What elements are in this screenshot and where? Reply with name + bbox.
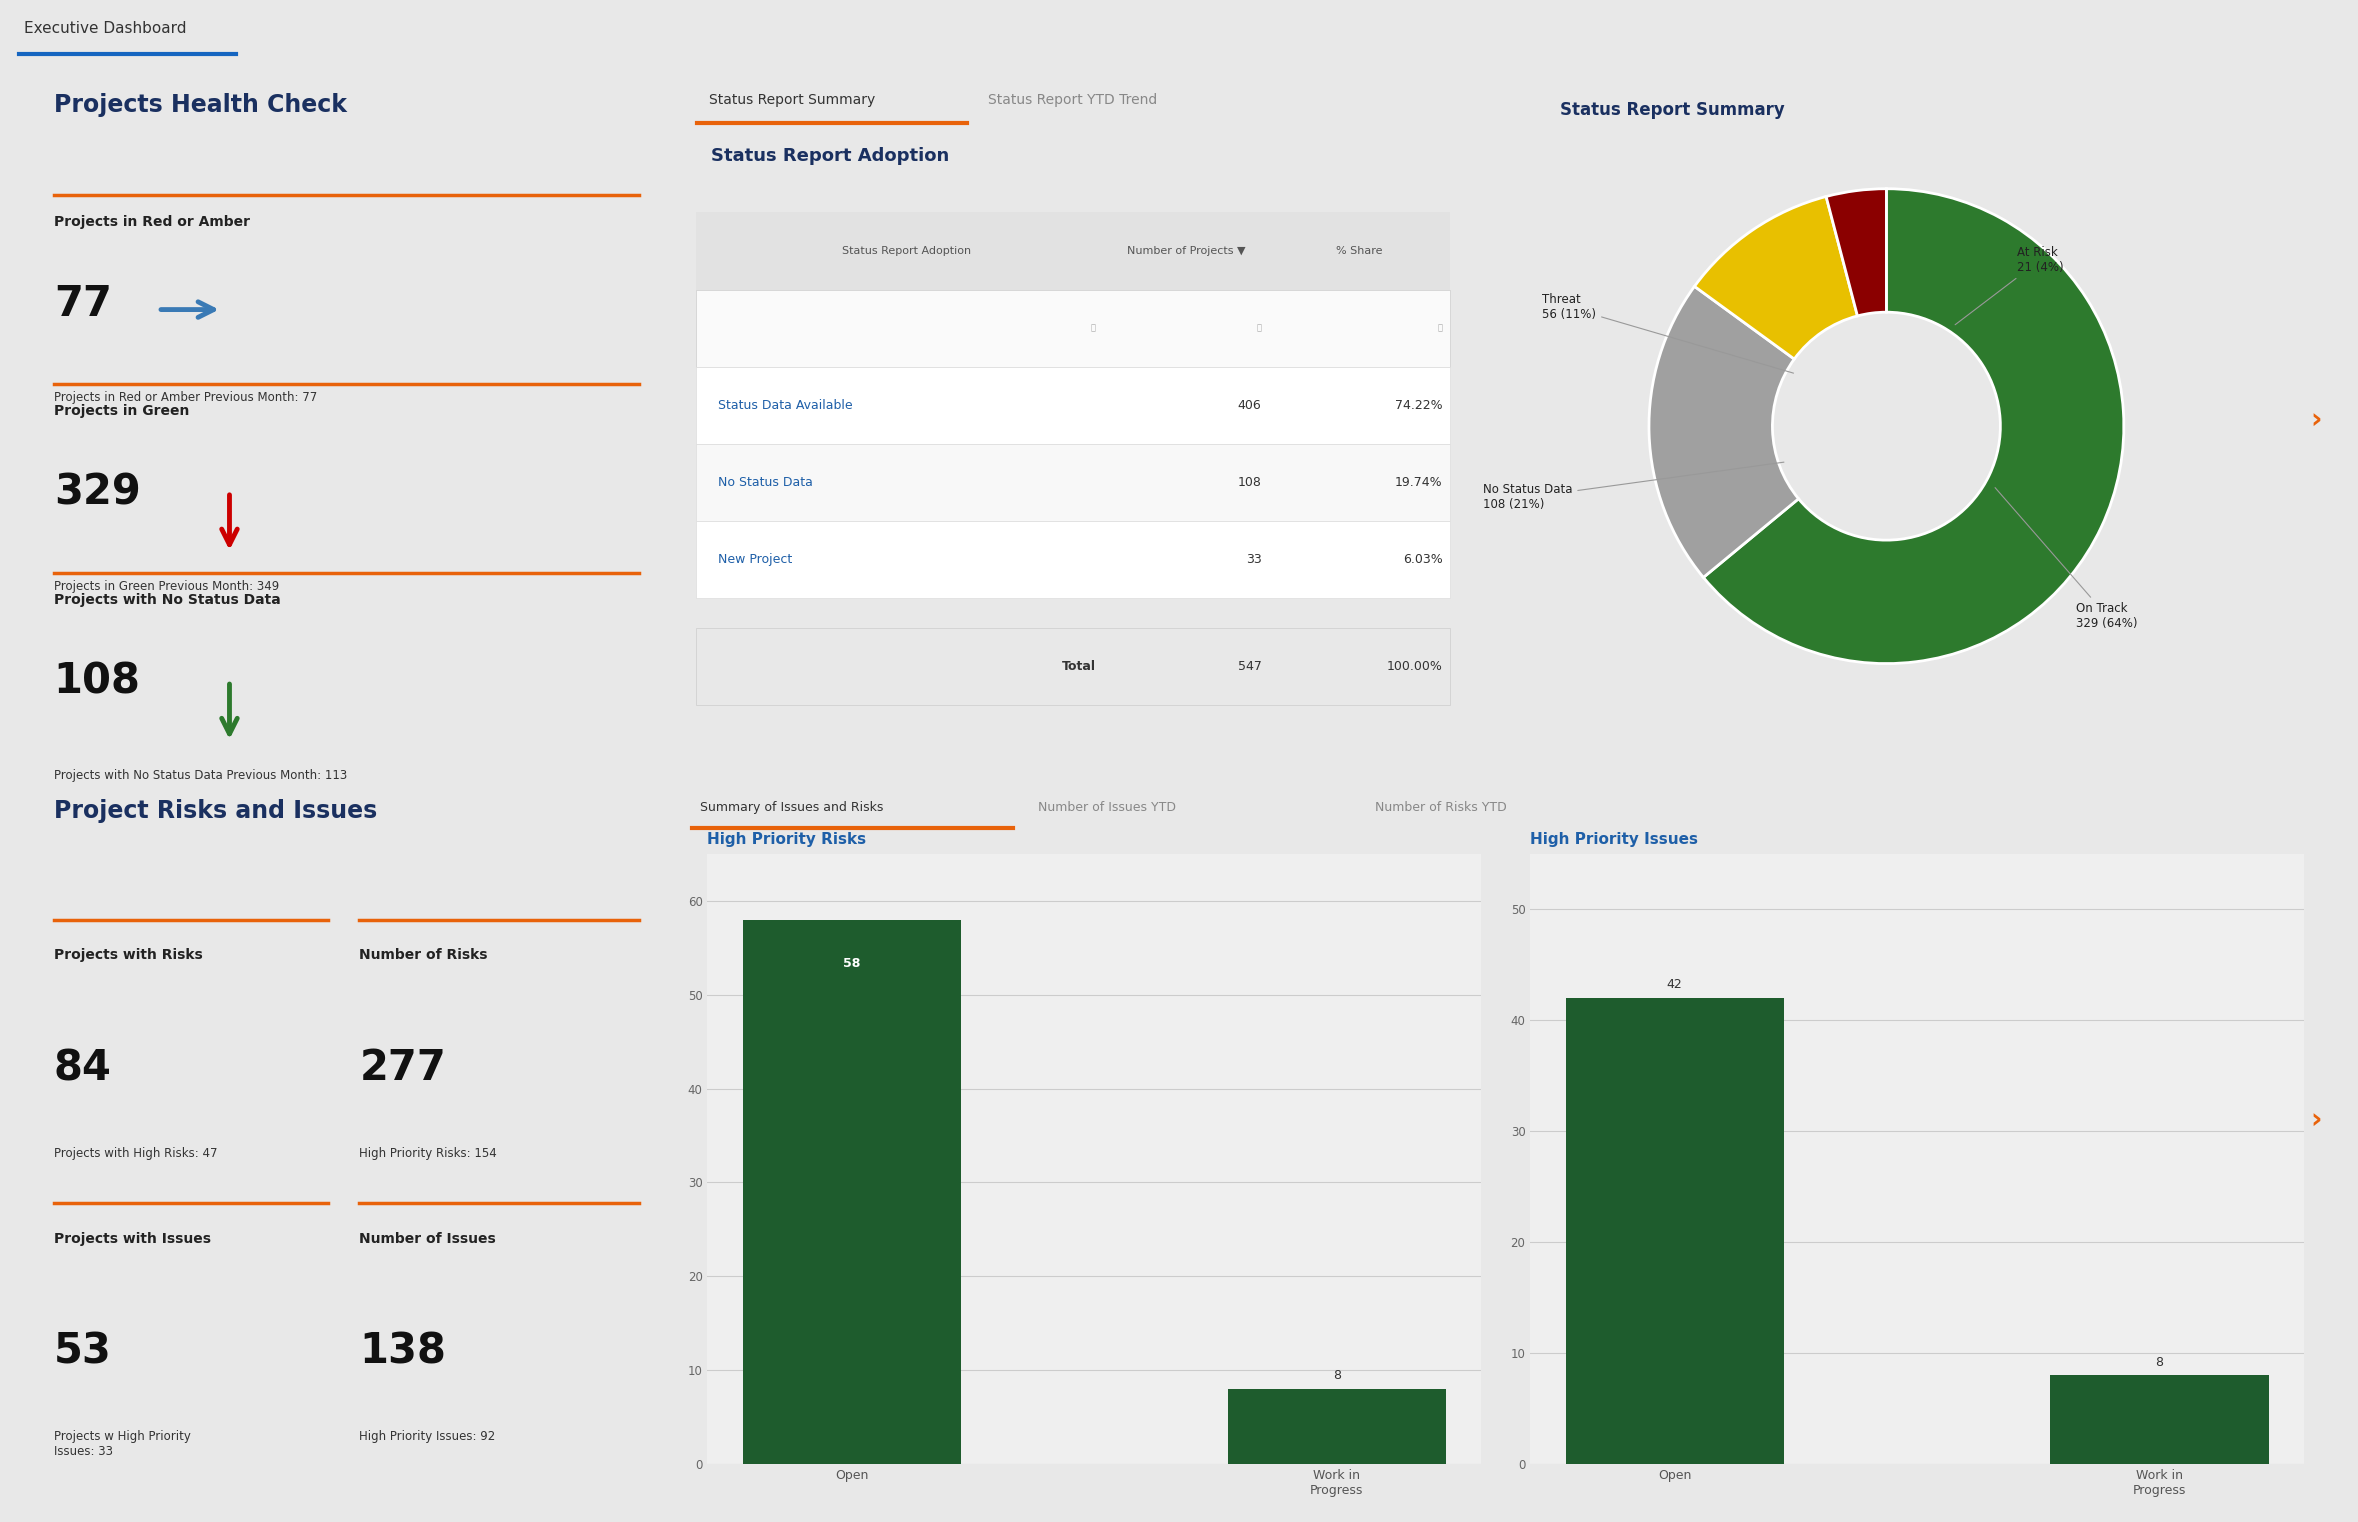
- Text: High Priority Risks: 154: High Priority Risks: 154: [358, 1146, 498, 1160]
- Text: Projects with No Status Data Previous Month: 113: Projects with No Status Data Previous Mo…: [54, 769, 347, 782]
- Text: 547: 547: [1238, 661, 1262, 673]
- Text: High Priority Issues: 92: High Priority Issues: 92: [358, 1431, 495, 1443]
- Text: Projects with Risks: Projects with Risks: [54, 948, 203, 962]
- Text: 19.74%: 19.74%: [1396, 476, 1443, 489]
- Text: 138: 138: [358, 1330, 446, 1373]
- Text: Projects with Issues: Projects with Issues: [54, 1231, 210, 1245]
- Text: 🔍: 🔍: [1257, 324, 1262, 333]
- Text: Number of Issues YTD: Number of Issues YTD: [1038, 801, 1177, 814]
- Text: Status Report Adoption: Status Report Adoption: [710, 148, 948, 166]
- Text: Status Report Summary: Status Report Summary: [1561, 102, 1785, 120]
- Bar: [2051, 1376, 2268, 1464]
- Text: 33: 33: [1245, 552, 1262, 566]
- Text: Status Report YTD Trend: Status Report YTD Trend: [988, 93, 1158, 107]
- FancyBboxPatch shape: [696, 444, 1450, 521]
- Text: Projects in Green: Projects in Green: [54, 405, 189, 419]
- FancyBboxPatch shape: [696, 521, 1450, 598]
- Text: Projects with High Risks: 47: Projects with High Risks: 47: [54, 1146, 217, 1160]
- Text: Projects Health Check: Projects Health Check: [54, 93, 347, 117]
- Text: 53: 53: [54, 1330, 111, 1373]
- Text: Projects in Red or Amber: Projects in Red or Amber: [54, 215, 250, 228]
- Text: 108: 108: [54, 661, 141, 703]
- Text: High Priority Issues: High Priority Issues: [1530, 833, 1698, 848]
- Wedge shape: [1825, 189, 1886, 317]
- FancyBboxPatch shape: [696, 367, 1450, 444]
- Text: 8: 8: [2155, 1356, 2165, 1368]
- Text: 58: 58: [844, 957, 861, 970]
- Text: No Status Data: No Status Data: [719, 476, 814, 489]
- Text: Executive Dashboard: Executive Dashboard: [24, 21, 186, 37]
- Text: 277: 277: [358, 1047, 446, 1090]
- Text: Project Risks and Issues: Project Risks and Issues: [54, 799, 377, 823]
- Bar: [743, 919, 960, 1464]
- Text: Number of Risks: Number of Risks: [358, 948, 488, 962]
- Text: 8: 8: [1332, 1368, 1342, 1382]
- Text: Total: Total: [1061, 661, 1096, 673]
- Text: On Track
329 (64%): On Track 329 (64%): [1995, 487, 2139, 630]
- FancyBboxPatch shape: [696, 213, 1450, 289]
- Text: Projects in Red or Amber Previous Month: 77: Projects in Red or Amber Previous Month:…: [54, 391, 316, 403]
- Bar: [1229, 1390, 1445, 1464]
- Text: High Priority Risks: High Priority Risks: [707, 833, 865, 848]
- Text: Status Report Summary: Status Report Summary: [707, 93, 875, 107]
- Text: 77: 77: [54, 283, 111, 324]
- Wedge shape: [1702, 189, 2125, 664]
- Text: Projects w High Priority
Issues: 33: Projects w High Priority Issues: 33: [54, 1431, 191, 1458]
- Text: Summary of Issues and Risks: Summary of Issues and Risks: [700, 801, 884, 814]
- Text: 🔍: 🔍: [1438, 324, 1443, 333]
- Text: Status Report Adoption: Status Report Adoption: [842, 247, 971, 256]
- Text: 329: 329: [54, 472, 141, 514]
- Wedge shape: [1648, 286, 1799, 577]
- Text: 406: 406: [1238, 399, 1262, 412]
- Text: 🔍: 🔍: [1089, 324, 1096, 333]
- Text: Projects with No Status Data: Projects with No Status Data: [54, 594, 281, 607]
- Text: Number of Risks YTD: Number of Risks YTD: [1375, 801, 1507, 814]
- Text: At Risk
21 (4%): At Risk 21 (4%): [1955, 247, 2063, 324]
- Text: New Project: New Project: [719, 552, 792, 566]
- Text: Status Data Available: Status Data Available: [719, 399, 854, 412]
- Text: 100.00%: 100.00%: [1387, 661, 1443, 673]
- Bar: [1566, 998, 1783, 1464]
- Text: 108: 108: [1238, 476, 1262, 489]
- Text: 74.22%: 74.22%: [1396, 399, 1443, 412]
- Text: No Status Data
108 (21%): No Status Data 108 (21%): [1483, 463, 1785, 511]
- FancyBboxPatch shape: [696, 289, 1450, 367]
- Text: ›: ›: [2311, 406, 2323, 434]
- Text: Projects in Green Previous Month: 349: Projects in Green Previous Month: 349: [54, 580, 278, 594]
- Text: 84: 84: [54, 1047, 111, 1090]
- Text: Number of Projects ▼: Number of Projects ▼: [1127, 247, 1245, 256]
- Text: % Share: % Share: [1337, 247, 1382, 256]
- Text: ›: ›: [2311, 1106, 2323, 1134]
- FancyBboxPatch shape: [696, 629, 1450, 705]
- Text: Number of Issues: Number of Issues: [358, 1231, 495, 1245]
- Text: Threat
56 (11%): Threat 56 (11%): [1542, 294, 1794, 373]
- Text: 6.03%: 6.03%: [1403, 552, 1443, 566]
- Text: 42: 42: [1667, 979, 1684, 991]
- Wedge shape: [1695, 196, 1858, 359]
